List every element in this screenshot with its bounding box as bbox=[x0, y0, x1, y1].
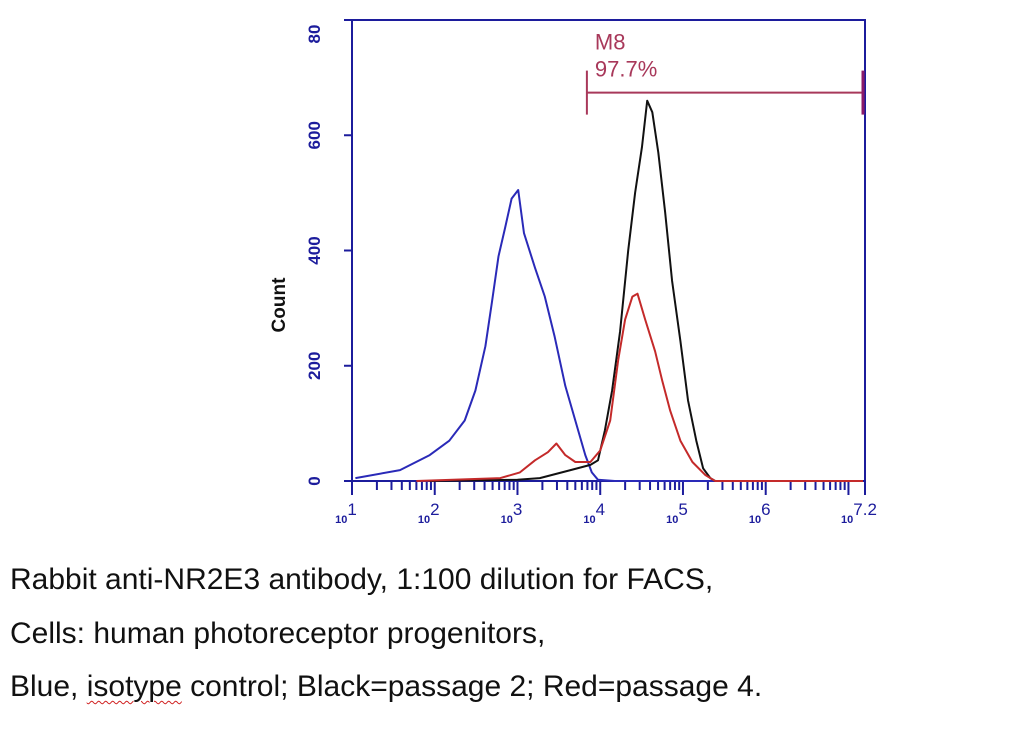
x-tick-base: 10 bbox=[583, 514, 595, 526]
caption-line-3: Blue, isotype control; Black=passage 2; … bbox=[10, 670, 762, 704]
caption-line-2: Cells: human photoreceptor progenitors, bbox=[10, 617, 546, 650]
y-tick-label: 200 bbox=[305, 352, 324, 380]
y-tick-label: 600 bbox=[305, 121, 324, 149]
x-tick-label: 107.2 bbox=[841, 500, 877, 526]
series-group bbox=[355, 99, 863, 482]
x-tick-exponent: 2 bbox=[430, 500, 439, 519]
x-tick-base: 10 bbox=[666, 514, 678, 526]
x-tick-label: 101 bbox=[335, 500, 357, 526]
y-axis: 0 200 400 600 80 bbox=[305, 19, 352, 486]
x-tick-label: 105 bbox=[666, 500, 688, 526]
x-tick-label: 102 bbox=[418, 500, 440, 526]
x-tick-base: 10 bbox=[749, 514, 761, 526]
x-tick-exponent: 4 bbox=[596, 500, 605, 519]
caption-spellcheck-word: isotype bbox=[86, 670, 182, 703]
caption-line-3-a: Blue, bbox=[10, 670, 87, 703]
x-tick-base: 10 bbox=[335, 514, 347, 526]
y-axis-label: Count bbox=[269, 277, 290, 333]
x-tick-label: 103 bbox=[501, 500, 523, 526]
series-line-0 bbox=[355, 189, 863, 482]
x-tick-exponent: 6 bbox=[761, 500, 770, 519]
x-tick-exponent: 1 bbox=[347, 500, 356, 519]
marker-label: M8 bbox=[595, 30, 626, 55]
y-tick-label: 0 bbox=[305, 476, 324, 485]
y-tick-label: 80 bbox=[305, 25, 324, 44]
x-tick-label: 106 bbox=[749, 500, 771, 526]
x-tick-exponent: 5 bbox=[678, 500, 687, 519]
x-tick-exponent: 3 bbox=[513, 500, 522, 519]
y-tick-label: 400 bbox=[305, 236, 324, 264]
x-tick-label: 104 bbox=[583, 500, 605, 526]
caption-line-1: Rabbit anti-NR2E3 antibody, 1:100 diluti… bbox=[10, 563, 714, 596]
series-line-2 bbox=[416, 292, 863, 482]
x-tick-base: 10 bbox=[501, 514, 513, 526]
x-tick-exponent: 7.2 bbox=[853, 500, 877, 519]
x-tick-base: 10 bbox=[841, 514, 853, 526]
x-tick-base: 10 bbox=[418, 514, 430, 526]
marker-percent: 97.7% bbox=[595, 57, 657, 82]
series-line-1 bbox=[429, 99, 863, 482]
caption-line-3-c: control; Black=passage 2; Red=passage 4. bbox=[181, 670, 763, 703]
